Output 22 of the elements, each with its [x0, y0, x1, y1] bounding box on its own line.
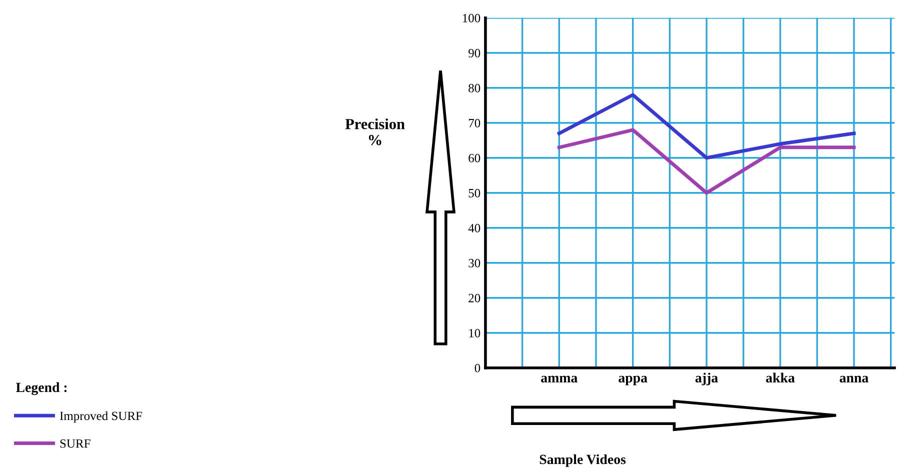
x-tick-label: akka [766, 372, 795, 382]
y-tick-label: 50 [468, 188, 480, 198]
y-tick-label: 80 [468, 84, 480, 92]
y-tick-label: 0 [474, 364, 480, 372]
y-tick-label: 90 [468, 48, 480, 58]
y-tick-label: 70 [468, 118, 480, 128]
legend-label: Improved SURF [60, 411, 142, 423]
y-tick-label: 100 [462, 14, 480, 22]
x-tick-label: anna [840, 376, 868, 382]
x-axis-title: Sample Videos [540, 454, 626, 467]
x-tick-label: amma [541, 376, 578, 382]
y-tick-label: 40 [468, 224, 480, 232]
y-tick-label: 60 [468, 154, 480, 162]
y-tick-label: 10 [469, 328, 480, 338]
line-series [557, 93, 856, 160]
x-tick-label: appa [618, 376, 648, 386]
legend-title: Legend : [16, 382, 67, 396]
legend-label: SURF [60, 439, 90, 448]
y-axis-title: Precision % [345, 118, 405, 146]
x-tick-label: ajja [695, 372, 718, 386]
y-tick-label: 20 [468, 294, 480, 302]
y-tick-label: 30 [468, 258, 480, 268]
